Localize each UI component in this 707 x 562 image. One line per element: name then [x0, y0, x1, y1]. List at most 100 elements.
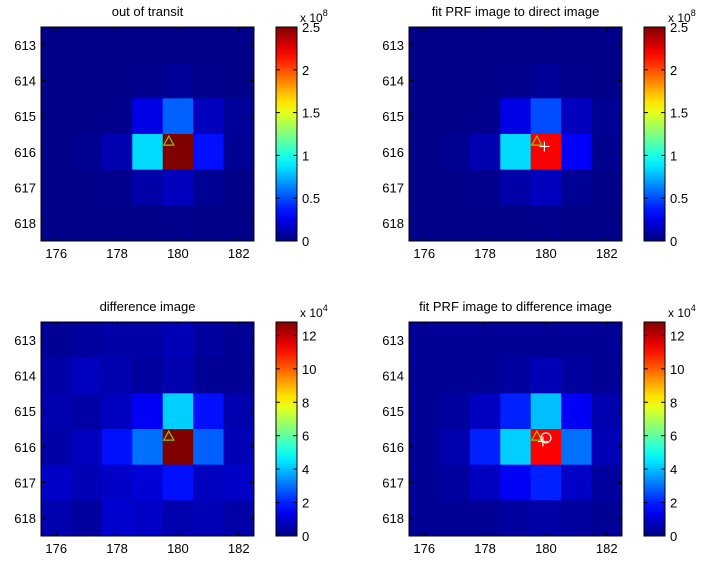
heatmap-cell	[132, 393, 164, 430]
y-tick-label: 618	[382, 216, 404, 231]
heatmap-cell	[469, 205, 501, 242]
colorbar-tick-label: 0	[670, 234, 677, 249]
panel-title: difference image	[100, 299, 196, 314]
heatmap-cell	[409, 134, 440, 171]
axes-frame	[40, 26, 255, 242]
heatmap-cell	[439, 98, 471, 135]
y-tick-label: 613	[14, 38, 36, 53]
colorbar-tick-label: 2.5	[670, 20, 688, 35]
heatmap-cell	[132, 357, 164, 394]
y-tick-label: 618	[382, 511, 404, 526]
heatmap-cell	[561, 205, 592, 242]
colorbar-exponent: x 108	[300, 8, 328, 25]
y-tick-label: 614	[14, 369, 36, 384]
heatmap-cell	[162, 205, 194, 242]
x-tick-label: 178	[106, 246, 128, 261]
heatmap-cell	[193, 429, 224, 466]
heatmap-cell	[561, 322, 592, 359]
x-tick-label: 180	[167, 246, 189, 261]
y-tick-label: 617	[382, 181, 404, 196]
y-tick-label: 617	[14, 476, 36, 491]
heatmap-cell	[193, 205, 224, 242]
heatmap-cell	[193, 62, 224, 99]
heatmap-cell	[193, 98, 224, 135]
heatmap-cell	[439, 27, 471, 64]
heatmap-cell	[591, 134, 623, 171]
heatmap-cell	[162, 429, 194, 466]
heatmap-cell	[530, 393, 562, 430]
colorbar-tick-label: 2.5	[302, 20, 320, 35]
heatmap-cell	[193, 134, 224, 171]
heatmap-cell	[162, 169, 194, 206]
colorbar-exponent-power: 8	[323, 8, 328, 18]
heatmap-cell	[409, 98, 440, 135]
heatmap-cell	[223, 464, 255, 501]
y-tick-label: 617	[14, 181, 36, 196]
colorbar-tick-label: 0	[302, 234, 309, 249]
colorbar	[275, 321, 298, 537]
heatmap-cell	[101, 169, 133, 206]
heatmap-cell	[530, 27, 562, 64]
heatmap-cell	[193, 169, 224, 206]
heatmap-cell	[193, 464, 224, 501]
heatmap-cell	[500, 322, 532, 359]
heatmap-cell	[71, 134, 103, 171]
colorbar-tick-label: 6	[302, 429, 309, 444]
heatmap-cell	[162, 322, 194, 359]
heatmap-cell	[500, 464, 532, 501]
heatmap-cell	[469, 429, 501, 466]
colorbar-tick-label: 6	[670, 429, 677, 444]
x-tick-label: 178	[474, 246, 496, 261]
y-tick-label: 615	[14, 404, 36, 419]
colorbar-exponent-power: 8	[691, 8, 696, 18]
heatmap-cell	[469, 27, 501, 64]
colorbar-tick-label: 0	[670, 529, 677, 544]
heatmap-cell	[41, 62, 72, 99]
y-tick-label: 617	[382, 476, 404, 491]
heatmap-cell	[101, 205, 133, 242]
heatmap-cell	[530, 322, 562, 359]
heatmap-cell	[71, 169, 103, 206]
y-tick-label: 616	[14, 440, 36, 455]
heatmap-cell	[132, 27, 164, 64]
heatmap-cell	[132, 464, 164, 501]
colorbar-exponent: x 104	[668, 303, 696, 320]
x-tick-label: 182	[596, 541, 618, 556]
heatmap-cell	[101, 27, 133, 64]
colorbar-tick-label: 2	[302, 63, 309, 78]
heatmap-cell	[193, 27, 224, 64]
y-tick-label: 618	[14, 511, 36, 526]
heatmap-cell	[500, 169, 532, 206]
x-tick-label: 176	[45, 246, 67, 261]
heatmap-cell	[132, 205, 164, 242]
heatmap-cell	[469, 464, 501, 501]
heatmap-cell	[591, 464, 623, 501]
heatmap-cell	[469, 322, 501, 359]
heatmap-cell	[591, 322, 623, 359]
colorbar-tick-label: 2	[302, 496, 309, 511]
heatmap-cell	[561, 357, 592, 394]
y-tick-label: 614	[14, 74, 36, 89]
y-tick-label: 618	[14, 216, 36, 231]
heatmap-cell	[469, 98, 501, 135]
heatmap-cell	[71, 62, 103, 99]
heatmap-cell	[409, 27, 440, 64]
heatmap-cell	[223, 169, 255, 206]
heatmap-cell	[71, 98, 103, 135]
heatmap-cell	[71, 429, 103, 466]
x-tick-label: 176	[413, 246, 435, 261]
y-tick-label: 614	[382, 369, 404, 384]
heatmap-cell	[409, 393, 440, 430]
heatmap-cell	[193, 500, 224, 537]
heatmap-cell	[193, 357, 224, 394]
heatmap-cell	[409, 205, 440, 242]
x-tick-label: 180	[535, 246, 557, 261]
heatmap-cell	[132, 98, 164, 135]
heatmap-cell	[71, 464, 103, 501]
heatmap-cell	[439, 357, 471, 394]
heatmap-cell	[530, 500, 562, 537]
triangle-marker	[530, 134, 543, 146]
y-tick-label: 616	[14, 145, 36, 160]
heatmap-cell	[101, 98, 133, 135]
